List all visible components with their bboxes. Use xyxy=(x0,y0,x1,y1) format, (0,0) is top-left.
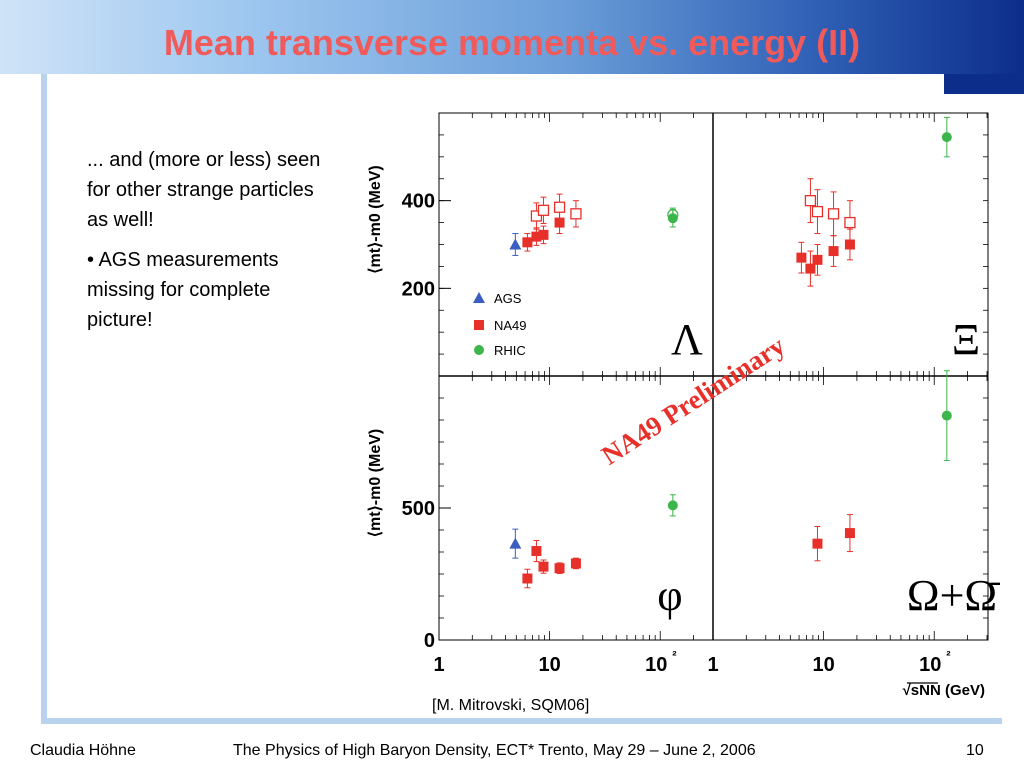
data-point-na49 xyxy=(553,201,566,213)
legend-marker-ags xyxy=(473,292,485,303)
x-tick-label: 10 xyxy=(645,654,667,676)
data-point-rhic xyxy=(941,132,952,143)
citation: [M. Mitrovski, SQM06] xyxy=(432,697,590,714)
data-point-na49 xyxy=(844,216,856,229)
y-tick-label: 0 xyxy=(424,630,435,652)
y-tick-label: 400 xyxy=(402,191,435,213)
panel-particle-label: Λ xyxy=(671,315,703,364)
bullet-item: • AGS measurements missing for complete … xyxy=(87,249,279,331)
data-point-na49 xyxy=(570,208,582,220)
legend-marker-rhic xyxy=(474,345,484,355)
data-point-na49 xyxy=(812,254,823,265)
data-point-na49 xyxy=(530,210,543,222)
page-number: 10 xyxy=(966,742,984,759)
title-bar-accent xyxy=(944,74,1024,94)
data-point-na49 xyxy=(538,561,549,572)
bullet-item: ... and (more or less) seen for other st… xyxy=(87,149,321,231)
x-tick-label: 10 xyxy=(919,654,941,676)
data-point-na49 xyxy=(538,229,549,240)
x-tick-label: 1 xyxy=(707,654,718,676)
footer-author: Claudia Höhne xyxy=(30,742,136,759)
x-axis-label: √sNN (GeV) xyxy=(903,682,985,699)
legend-label: RHIC xyxy=(494,343,526,358)
slide-title: Mean transverse momenta vs. energy (II) xyxy=(163,22,861,63)
x-tick-label: 10 xyxy=(812,654,834,676)
data-point-na49 xyxy=(522,237,533,248)
data-point-na49 xyxy=(828,246,839,257)
x-tick-label-exponent: ² xyxy=(672,648,677,663)
data-point-na49 xyxy=(531,231,542,242)
data-point-na49 xyxy=(570,558,581,569)
panel-particle-label: φ xyxy=(657,571,682,620)
bullet-list: ... and (more or less) seen for other st… xyxy=(87,145,327,345)
panel-particle-label: Ξ xyxy=(952,315,980,364)
data-point-na49 xyxy=(554,563,565,574)
legend-marker-na49 xyxy=(474,320,484,330)
data-point-na49 xyxy=(827,208,840,220)
data-point-rhic xyxy=(667,209,679,221)
data-point-na49 xyxy=(804,195,817,207)
data-point-na49 xyxy=(522,573,533,584)
data-point-na49 xyxy=(805,263,816,274)
mt-vs-energy-chart: 1 10 10 ² 1 10 10 ² √sNN (GeV) 200 400 ⟨mt⟩-m0 (MeV… xyxy=(367,112,1000,699)
panel-particle-label: Ω+Ω̄ xyxy=(907,571,1000,620)
x-tick-label-exponent: ² xyxy=(946,648,951,663)
data-point-na49 xyxy=(796,252,807,263)
data-point-ags xyxy=(509,238,522,250)
legend-label: NA49 xyxy=(494,318,527,333)
content-frame xyxy=(41,74,1002,724)
x-tick-label: 1 xyxy=(433,654,444,676)
y-tick-label: 500 xyxy=(402,498,435,520)
x-tick-label: 10 xyxy=(538,654,560,676)
legend-label: AGS xyxy=(494,291,522,306)
data-point-na49 xyxy=(844,528,855,539)
data-point-na49 xyxy=(811,205,824,218)
y-axis-label: ⟨mt⟩-m0 (MeV) xyxy=(367,429,384,538)
footer-event: The Physics of High Baryon Density, ECT*… xyxy=(233,742,756,759)
data-point-rhic xyxy=(941,410,952,421)
data-point-na49 xyxy=(812,538,823,549)
title-bar xyxy=(0,0,1024,74)
data-point-na49 xyxy=(537,204,550,216)
y-axis-label: ⟨mt⟩-m0 (MeV) xyxy=(367,165,384,274)
y-tick-label: 200 xyxy=(402,278,435,300)
data-point-ags xyxy=(509,537,522,549)
data-point-na49 xyxy=(554,217,565,228)
data-point-rhic xyxy=(667,500,678,511)
data-point-na49 xyxy=(531,546,542,557)
